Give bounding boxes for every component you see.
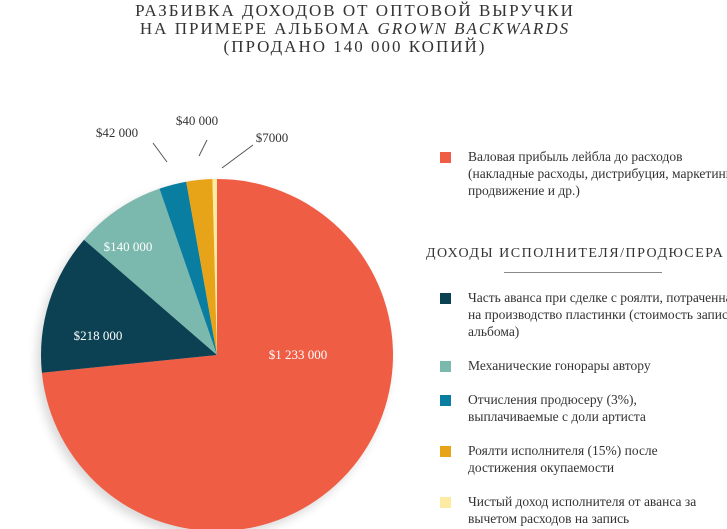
leader-line-40000 xyxy=(198,139,208,157)
legend-text: Отчисления продюсеру (3%), выплачиваемые… xyxy=(468,392,646,424)
chart-title: РАЗБИВКА ДОХОДОВ ОТ ОПТОВОЙ ВЫРУЧКИ НА П… xyxy=(0,2,710,56)
legend-item-recording: Часть аванса при сделке с роялти, потрач… xyxy=(440,289,727,340)
legend-section-title: ДОХОДЫ ИСПОЛНИТЕЛЯ/ПРОДЮСЕРА xyxy=(426,246,725,261)
pie-slice xyxy=(212,179,217,355)
leader-line-7000 xyxy=(221,144,254,169)
album-name: GROWN BACKWARDS xyxy=(377,19,571,38)
pie-slice xyxy=(186,179,217,355)
slice-label: $42 000 xyxy=(96,125,138,140)
slice-label: $7000 xyxy=(256,130,289,145)
legend-swatch xyxy=(440,293,451,304)
title-line-3: (ПРОДАНО 140 000 КОПИЙ) xyxy=(223,37,487,56)
pie-slice xyxy=(41,179,393,529)
leader-line-42000 xyxy=(152,142,168,163)
title-line-2: НА ПРИМЕРЕ АЛЬБОМА GROWN BACKWARDS xyxy=(0,20,710,38)
legend-item-producer: Отчисления продюсеру (3%), выплачиваемые… xyxy=(440,391,688,425)
legend-swatch xyxy=(440,361,451,372)
slice-label: $218 000 xyxy=(74,328,123,343)
legend-item-label-profit: Валовая прибыль лейбла до расходов (накл… xyxy=(440,148,727,199)
slice-label: $40 000 xyxy=(176,113,218,128)
legend-swatch xyxy=(440,395,451,406)
legend-text: Механические гонорары автору xyxy=(468,358,651,373)
legend-item-royalty: Роялти исполнителя (15%) после достижени… xyxy=(440,442,688,476)
legend-text: Роялти исполнителя (15%) после достижени… xyxy=(468,443,658,475)
slice-label: $1 233 000 xyxy=(269,347,328,362)
legend-text: Часть аванса при сделке с роялти, потрач… xyxy=(468,290,727,339)
legend-item-mechanical: Механические гонорары автору xyxy=(440,357,727,374)
legend-text: Чистый доход исполнителя от аванса за вы… xyxy=(468,494,697,526)
pie-slice xyxy=(41,239,217,373)
legend-text: Валовая прибыль лейбла до расходов (накл… xyxy=(468,149,727,198)
title-line-1: РАЗБИВКА ДОХОДОВ ОТ ОПТОВОЙ ВЫРУЧКИ xyxy=(135,1,575,20)
slice-label: $140 000 xyxy=(104,239,153,254)
pie-slice xyxy=(159,181,217,355)
legend-swatch xyxy=(440,497,451,508)
legend-swatch xyxy=(440,152,451,163)
title-prefix: НА ПРИМЕРЕ АЛЬБОМА xyxy=(139,19,378,38)
legend-swatch xyxy=(440,446,451,457)
divider xyxy=(504,272,662,273)
legend-item-net: Чистый доход исполнителя от аванса за вы… xyxy=(440,493,718,527)
pie-slice xyxy=(84,188,217,355)
